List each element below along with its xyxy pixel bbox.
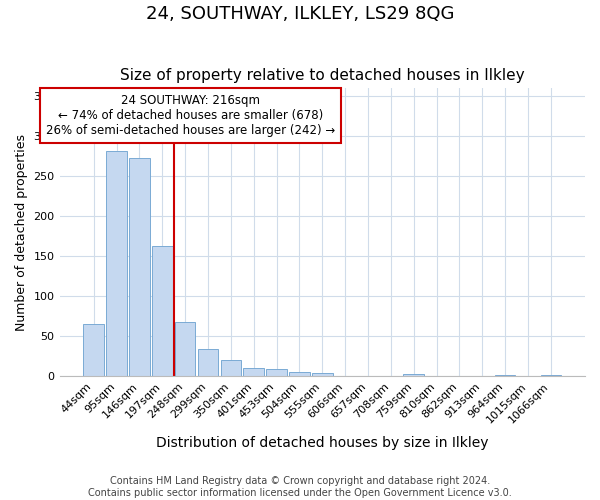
Bar	[541, 375, 561, 376]
Bar	[312, 373, 332, 376]
Text: 24, SOUTHWAY, ILKLEY, LS29 8QG: 24, SOUTHWAY, ILKLEY, LS29 8QG	[146, 5, 454, 23]
Bar	[495, 375, 515, 376]
Bar	[175, 322, 196, 376]
Bar	[106, 150, 127, 376]
Bar	[198, 349, 218, 376]
Y-axis label: Number of detached properties: Number of detached properties	[15, 134, 28, 331]
Bar	[221, 360, 241, 376]
Text: 24 SOUTHWAY: 216sqm
← 74% of detached houses are smaller (678)
26% of semi-detac: 24 SOUTHWAY: 216sqm ← 74% of detached ho…	[46, 94, 335, 137]
Bar	[129, 158, 150, 376]
Title: Size of property relative to detached houses in Ilkley: Size of property relative to detached ho…	[120, 68, 524, 83]
Bar	[289, 372, 310, 376]
Text: Contains HM Land Registry data © Crown copyright and database right 2024.
Contai: Contains HM Land Registry data © Crown c…	[88, 476, 512, 498]
Bar	[244, 368, 264, 376]
X-axis label: Distribution of detached houses by size in Ilkley: Distribution of detached houses by size …	[156, 436, 488, 450]
Bar	[152, 246, 173, 376]
Bar	[266, 369, 287, 376]
Bar	[83, 324, 104, 376]
Bar	[403, 374, 424, 376]
